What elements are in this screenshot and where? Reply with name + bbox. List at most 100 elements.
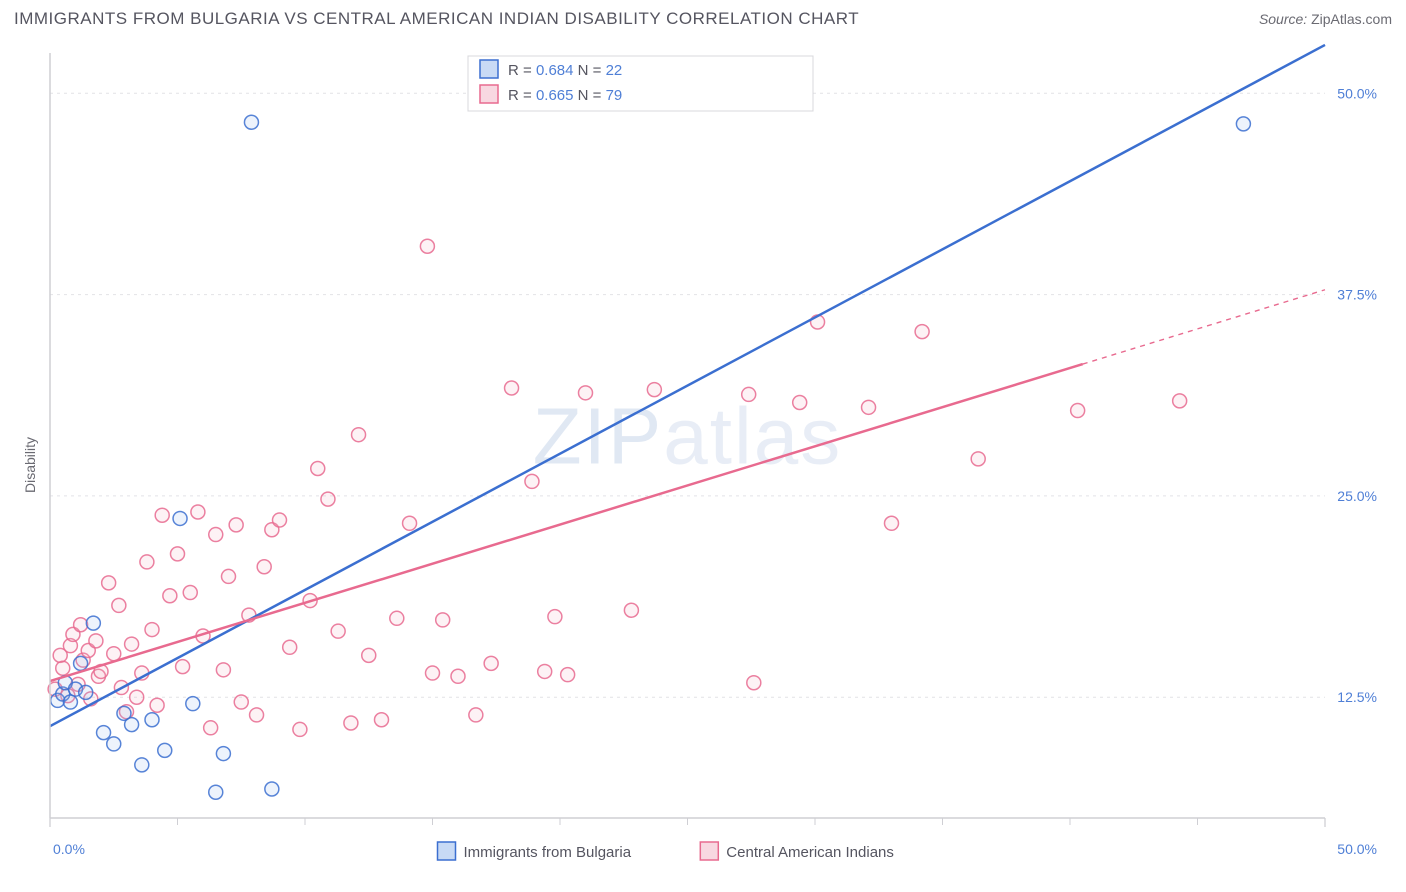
data-point (561, 668, 575, 682)
data-point (107, 647, 121, 661)
data-point (112, 598, 126, 612)
data-point (209, 528, 223, 542)
data-point (74, 618, 88, 632)
data-point (420, 239, 434, 253)
data-point (793, 395, 807, 409)
data-point (1236, 117, 1250, 131)
data-point (74, 656, 88, 670)
data-point (234, 695, 248, 709)
data-point (548, 610, 562, 624)
data-point (579, 386, 593, 400)
legend-swatch (480, 85, 498, 103)
data-point (283, 640, 297, 654)
data-point (191, 505, 205, 519)
data-point (647, 383, 661, 397)
data-point (862, 400, 876, 414)
legend-label: Immigrants from Bulgaria (464, 844, 632, 861)
data-point (107, 737, 121, 751)
data-point (209, 785, 223, 799)
data-point (183, 586, 197, 600)
data-point (244, 115, 258, 129)
data-point (624, 603, 638, 617)
data-point (171, 547, 185, 561)
data-point (375, 713, 389, 727)
data-point (362, 648, 376, 662)
data-point (125, 637, 139, 651)
data-point (293, 722, 307, 736)
data-point (250, 708, 264, 722)
scatter-plot: 12.5%25.0%37.5%50.0%ZIPatlas0.0%50.0%R =… (35, 38, 1406, 892)
data-point (97, 726, 111, 740)
data-point (63, 695, 77, 709)
data-point (747, 676, 761, 690)
data-point (390, 611, 404, 625)
data-point (352, 428, 366, 442)
trend-line-extrapolated (1083, 290, 1325, 364)
data-point (484, 656, 498, 670)
y-tick-label: 25.0% (1337, 488, 1377, 504)
data-point (229, 518, 243, 532)
source-prefix: Source: (1259, 11, 1311, 27)
data-point (204, 721, 218, 735)
data-point (273, 513, 287, 527)
data-point (140, 555, 154, 569)
y-tick-label: 12.5% (1337, 689, 1377, 705)
data-point (525, 474, 539, 488)
data-point (265, 782, 279, 796)
data-point (155, 508, 169, 522)
data-point (176, 660, 190, 674)
source-credit: Source: ZipAtlas.com (1259, 11, 1392, 27)
data-point (150, 698, 164, 712)
data-point (216, 663, 230, 677)
data-point (130, 690, 144, 704)
data-point (145, 623, 159, 637)
data-point (86, 616, 100, 630)
data-point (451, 669, 465, 683)
x-tick-label: 50.0% (1337, 841, 1377, 857)
chart-area: Disability 12.5%25.0%37.5%50.0%ZIPatlas0… (0, 38, 1406, 892)
data-point (971, 452, 985, 466)
data-point (222, 569, 236, 583)
data-point (742, 387, 756, 401)
data-point (403, 516, 417, 530)
data-point (186, 697, 200, 711)
data-point (426, 666, 440, 680)
data-point (1071, 404, 1085, 418)
data-point (89, 634, 103, 648)
data-point (436, 613, 450, 627)
data-point (145, 713, 159, 727)
chart-header: IMMIGRANTS FROM BULGARIA VS CENTRAL AMER… (0, 0, 1406, 38)
bottom-legend: Immigrants from Bulgaria Central American… (438, 842, 894, 861)
y-tick-label: 37.5% (1337, 287, 1377, 303)
data-point (79, 685, 93, 699)
trend-line (50, 45, 1325, 726)
data-point (173, 511, 187, 525)
data-point (216, 747, 230, 761)
data-point (135, 758, 149, 772)
data-point (321, 492, 335, 506)
data-point (915, 325, 929, 339)
legend-entry: R = 0.684 N = 22 (508, 62, 622, 79)
chart-title: IMMIGRANTS FROM BULGARIA VS CENTRAL AMER… (14, 9, 859, 29)
legend-swatch (480, 60, 498, 78)
data-point (1173, 394, 1187, 408)
data-point (163, 589, 177, 603)
legend-swatch (700, 842, 718, 860)
data-point (311, 462, 325, 476)
y-tick-label: 50.0% (1337, 85, 1377, 101)
data-point (331, 624, 345, 638)
legend-entry: R = 0.665 N = 79 (508, 87, 622, 104)
data-point (125, 718, 139, 732)
data-point (469, 708, 483, 722)
data-point (102, 576, 116, 590)
legend-swatch (438, 842, 456, 860)
legend-label: Central American Indians (726, 844, 894, 861)
data-point (158, 743, 172, 757)
data-point (885, 516, 899, 530)
data-point (344, 716, 358, 730)
data-point (505, 381, 519, 395)
data-point (538, 664, 552, 678)
data-point (56, 661, 70, 675)
x-tick-label: 0.0% (53, 841, 85, 857)
source-name: ZipAtlas.com (1311, 11, 1392, 27)
